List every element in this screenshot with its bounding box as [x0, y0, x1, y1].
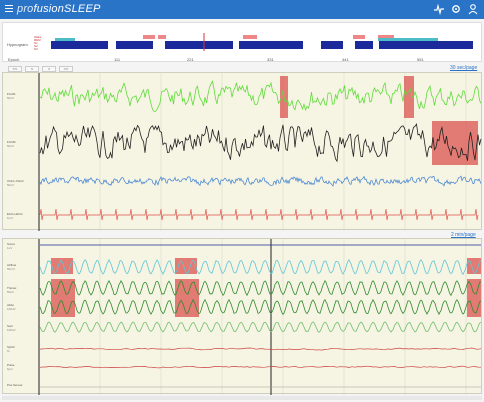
- hypnogram-gap: [108, 41, 116, 49]
- channel-label-spo2: SpO2%: [7, 345, 15, 353]
- resp-timebase-link[interactable]: 2 min/page: [451, 232, 476, 238]
- user-icon[interactable]: [467, 3, 479, 15]
- channel-label-f3m2: F3-M2 50uV: [7, 140, 16, 148]
- channel-label-ecg: ECG-LECG 1mV: [7, 212, 23, 220]
- channel-label-airflow: Airflow 50mV: [7, 263, 17, 271]
- hypnogram-gap: [373, 41, 379, 49]
- eeg-signal-panel[interactable]: F4-M1 50uV F3-M2 50uV Chin1-Chin2 50uV ECG-…: [2, 72, 482, 231]
- f3m2-waveform: [39, 123, 482, 163]
- next-page-button[interactable]: >: [42, 66, 56, 72]
- arousal-event-marker: [404, 76, 414, 118]
- gear-icon[interactable]: [450, 3, 462, 15]
- channel-label-pulse: Pulse bpm: [7, 363, 15, 371]
- chin-emg-waveform: [39, 175, 482, 187]
- menu-icon[interactable]: [5, 5, 13, 13]
- last-page-button[interactable]: >>: [59, 66, 73, 72]
- brand-prefix: pro: [17, 3, 34, 15]
- channel-label-chin: Chin1-Chin2 50uV: [7, 179, 24, 187]
- epoch-navigation: << < > >>: [8, 66, 73, 72]
- hypnogram-gap: [153, 41, 165, 49]
- epoch-tick: 551: [417, 57, 424, 62]
- stage-label: REM: [34, 38, 41, 42]
- hypnogram-light-sleep-segment: [378, 38, 438, 41]
- epoch-tick: 331: [267, 57, 274, 62]
- hypnogram-gap: [233, 41, 239, 49]
- epoch-ruler: Epoch 111 221 331 441 551: [2, 56, 482, 63]
- hypnogram-gap: [343, 41, 355, 49]
- stage-label: N2: [34, 44, 38, 48]
- channel-label-sum: Sum 100uV: [7, 324, 16, 332]
- hypnogram-stage-labels: Wake REM N1 N2 N3: [34, 36, 42, 51]
- channel-label-thorax: Thorax 50uV: [7, 286, 17, 294]
- ecg-waveform: [39, 208, 479, 221]
- channel-label-f4m1: F4-M1 50uV: [7, 92, 16, 100]
- epoch-label: Epoch: [8, 57, 20, 62]
- horizontal-scrollbar[interactable]: [2, 396, 482, 400]
- artifact-event-marker: [432, 121, 478, 165]
- brand-logo: profusionSLEEP: [17, 3, 101, 15]
- hypnogram-light-sleep-segment: [55, 38, 75, 41]
- hypnogram-rem-segment: [353, 35, 365, 39]
- epoch-tick: 111: [114, 57, 121, 62]
- hypnogram-rem-segment: [143, 35, 155, 39]
- channel-label-abdo: Abdo 100uV: [7, 303, 16, 311]
- airflow-waveform: [39, 258, 482, 276]
- sum-waveform: [39, 321, 482, 333]
- thorax-waveform: [39, 279, 482, 297]
- spo2-trace: [39, 347, 482, 351]
- channel-label-snore: Snore 1uV: [7, 242, 16, 250]
- stage-label: N1: [34, 41, 38, 45]
- hypnogram-rem-segment: [378, 35, 394, 39]
- epoch-tick: 221: [187, 57, 194, 62]
- hypnogram-gap: [303, 41, 321, 49]
- hypnogram-rem-segment: [243, 35, 257, 39]
- channel-label-position: Pos Sensor: [7, 383, 23, 387]
- first-page-button[interactable]: <<: [8, 66, 22, 72]
- f4m1-waveform: [39, 80, 482, 112]
- hypnogram-panel[interactable]: [2, 22, 482, 62]
- app-header: profusionSLEEP: [0, 0, 484, 19]
- apnea-event-marker: [51, 258, 73, 274]
- hypnogram-rem-segment: [158, 35, 166, 39]
- stage-label: Wake: [34, 35, 42, 39]
- hypnogram-label: Hypnogram: [7, 42, 28, 47]
- stage-label: N3: [34, 47, 38, 51]
- abdomen-waveform: [39, 298, 482, 316]
- pulse-icon[interactable]: [433, 3, 445, 15]
- epoch-tick: 441: [342, 57, 349, 62]
- brand-main: fusionSLEEP: [33, 3, 101, 15]
- respiratory-signal-panel[interactable]: Snore 1uV Airflow 50mV Thorax 50uV Abdo 100u…: [2, 238, 482, 395]
- eeg-timebase-link[interactable]: 30 sec/page: [450, 65, 478, 71]
- hypnogram-deep-sleep-bar: [51, 41, 473, 49]
- prev-page-button[interactable]: <: [25, 66, 39, 72]
- pulse-trace: [39, 365, 482, 369]
